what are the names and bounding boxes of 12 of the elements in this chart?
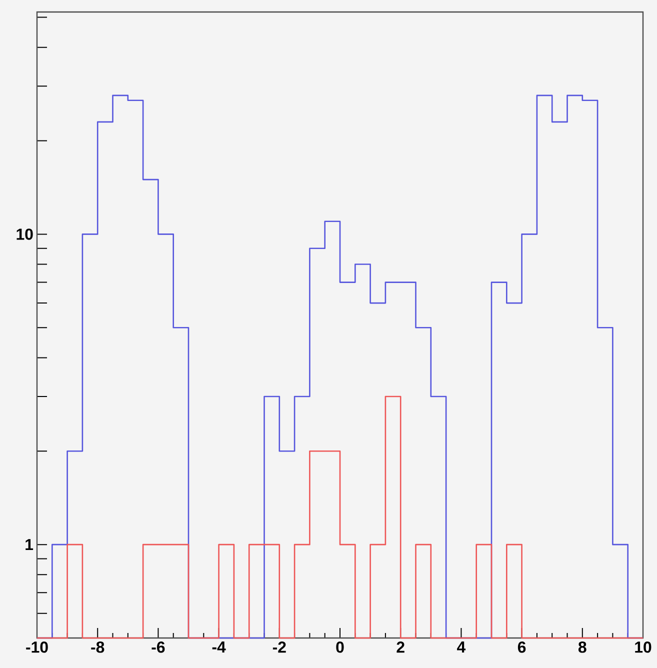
x-tick-label: 8 [578, 642, 586, 653]
x-tick-label: -4 [212, 642, 226, 652]
x-tick-label: 6 [518, 642, 526, 653]
x-tick-label: -8 [91, 642, 104, 653]
x-tick-label: -6 [152, 642, 165, 653]
y-tick-label: 1 [26, 539, 34, 550]
x-tick-label: 2 [396, 642, 404, 653]
x-tick-label: -10 [26, 642, 48, 653]
x-tick-label: 10 [635, 642, 652, 653]
x-tick-label: 0 [336, 642, 344, 653]
x-tick-label: 4 [457, 642, 466, 652]
x-tick-label: -2 [272, 642, 286, 653]
